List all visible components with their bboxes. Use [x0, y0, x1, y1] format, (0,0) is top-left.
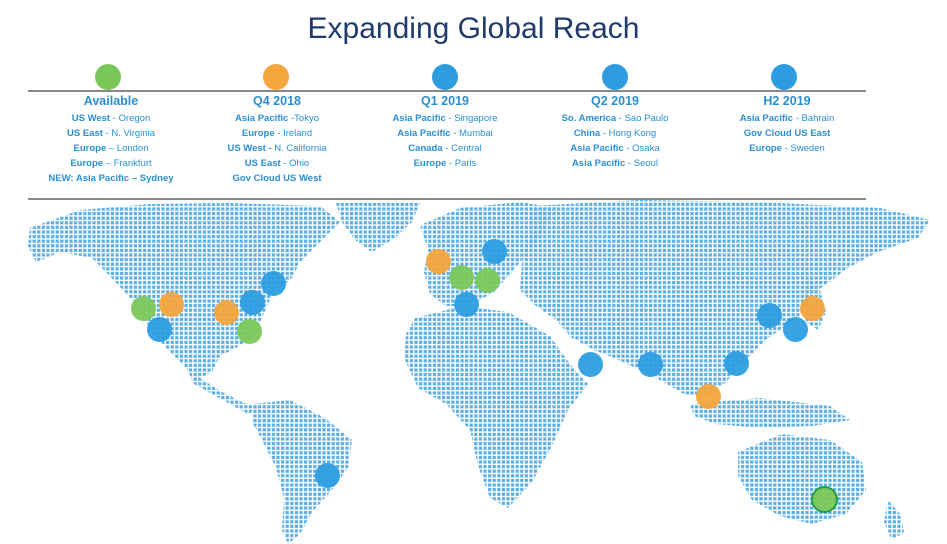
- column-heading: Q4 2018: [253, 94, 301, 108]
- north-america-landmass: [28, 203, 340, 378]
- timeline-dot-q2-2019: [602, 64, 628, 90]
- region-line: Canada - Central: [408, 143, 482, 154]
- column-heading: Q1 2019: [421, 94, 469, 108]
- column-heading: H2 2019: [763, 94, 811, 108]
- asia-landmass: [520, 200, 930, 396]
- region-line: Europe - Ireland: [241, 128, 313, 139]
- marker-hong-kong: [724, 351, 749, 376]
- page-title: Expanding Global Reach: [307, 12, 640, 45]
- timeline-line: [28, 90, 866, 92]
- region-line: Gov Cloud US East: [743, 128, 831, 139]
- marker-us-west-oregon: [131, 296, 156, 321]
- region-line: Asia Pacific - Bahrain: [739, 113, 835, 124]
- marker-singapore: [696, 384, 721, 409]
- region-line: Asia Pacific - Osaka: [570, 143, 660, 154]
- marker-us-east-n-virginia: [237, 319, 262, 344]
- marker-canada-central: [240, 290, 265, 315]
- region-line: US East - Ohio: [244, 158, 310, 169]
- region-line: Asia Pacific - Seoul: [571, 158, 659, 169]
- column-q4-2018: Q4 2018 Asia Pacific -Tokyo Europe - Ire…: [187, 94, 367, 186]
- africa-landmass: [404, 306, 588, 508]
- marker-gov-cloud-us-west: [147, 317, 172, 342]
- marker-us-west-n-california: [159, 292, 184, 317]
- marker-europe-frankfurt: [475, 268, 500, 293]
- timeline-dot-available: [95, 64, 121, 90]
- column-h2-2019: H2 2019 Asia Pacific - Bahrain Gov Cloud…: [697, 94, 877, 156]
- marker-seoul: [757, 303, 782, 328]
- timeline-dot-q4-2018: [263, 64, 289, 90]
- region-line: China - Hong Kong: [573, 128, 657, 139]
- marker-tokyo: [800, 296, 825, 321]
- australia-landmass: [738, 434, 866, 524]
- region-line: Europe - Paris: [413, 158, 477, 169]
- region-line: US East - N. Virginia: [66, 128, 155, 139]
- new-zealand-landmass: [884, 500, 904, 540]
- marker-sao-paulo: [315, 463, 340, 488]
- timeline-dot-q1-2019: [432, 64, 458, 90]
- region-line: US West - N. California: [227, 143, 327, 154]
- marker-mumbai: [638, 352, 663, 377]
- region-line: Gov Cloud US West: [232, 173, 322, 184]
- region-line: Asia Pacific -Tokyo: [235, 113, 319, 124]
- column-heading: Available: [83, 94, 139, 108]
- region-line: Asia Pacific - Mumbai: [397, 128, 493, 139]
- region-line: Europe - Sweden: [749, 143, 825, 154]
- region-line: Europe – London: [73, 143, 149, 154]
- column-q1-2019: Q1 2019 Asia Pacific - Singapore Asia Pa…: [355, 94, 535, 171]
- marker-osaka: [783, 317, 808, 342]
- world-map: [28, 200, 930, 544]
- greenland-landmass: [336, 203, 420, 252]
- marker-europe-london: [449, 265, 474, 290]
- marker-us-east-ohio: [214, 300, 239, 325]
- indonesia-landmass: [690, 398, 850, 428]
- marker-sydney: [811, 486, 838, 513]
- column-available: Available US West - Oregon US East - N. …: [21, 94, 201, 186]
- region-line: Asia Pacific - Singapore: [392, 113, 498, 124]
- column-q2-2019: Q2 2019 So. America - Sao Paulo China - …: [525, 94, 705, 171]
- marker-europe-ireland: [426, 249, 451, 274]
- timeline-dot-h2-2019: [771, 64, 797, 90]
- marker-europe-paris: [454, 292, 479, 317]
- marker-bahrain: [578, 352, 603, 377]
- marker-gov-cloud-us-east: [261, 271, 286, 296]
- south-america-landmass: [252, 400, 352, 544]
- region-line: Europe – Frankfurt: [70, 158, 152, 169]
- region-line: US West - Oregon: [71, 113, 151, 124]
- marker-europe-sweden: [482, 239, 507, 264]
- central-america-landmass: [185, 365, 260, 414]
- column-heading: Q2 2019: [591, 94, 639, 108]
- map-divider-line: [28, 198, 866, 200]
- region-line: NEW: Asia Pacific – Sydney: [48, 173, 174, 184]
- region-line: So. America - Sao Paulo: [561, 113, 669, 124]
